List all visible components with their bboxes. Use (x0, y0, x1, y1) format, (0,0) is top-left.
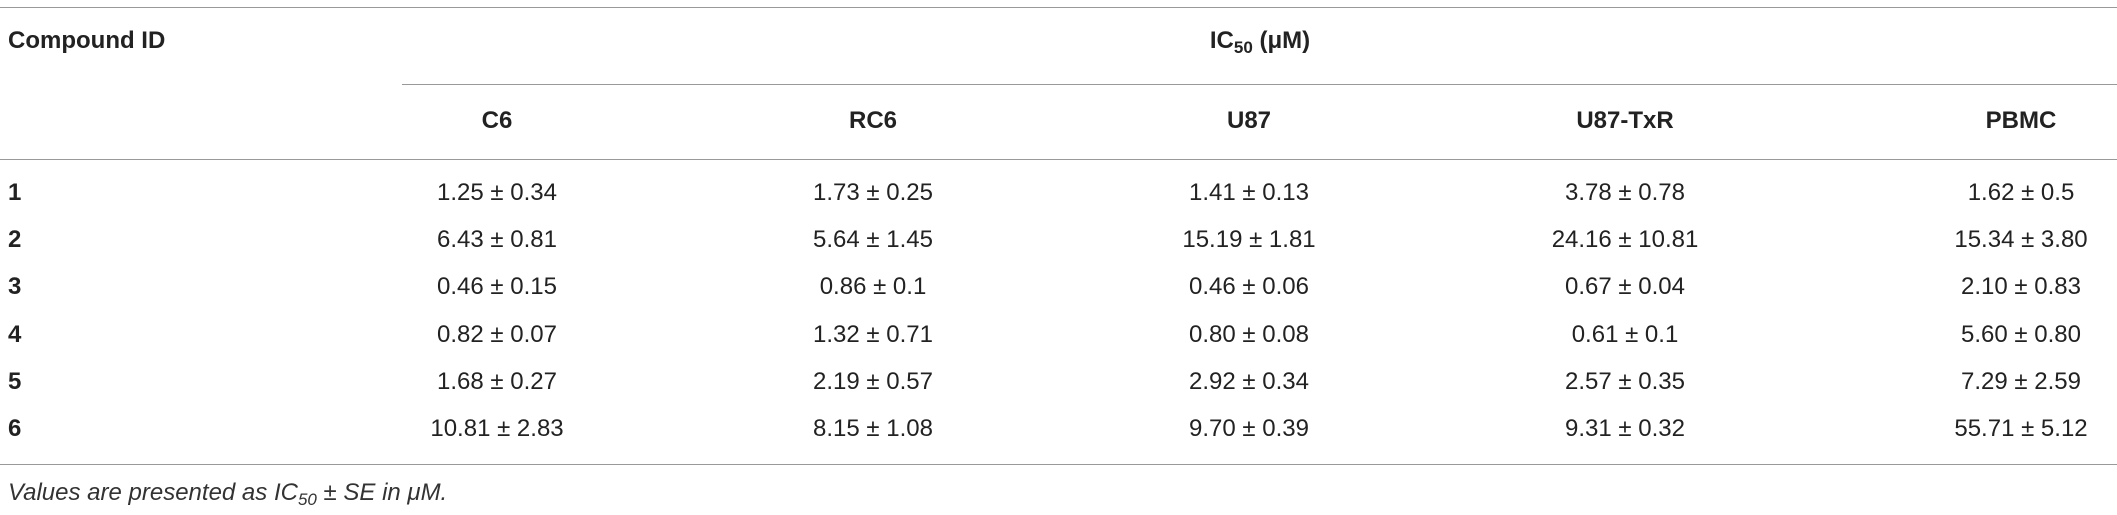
cell: 0.46 ± 0.06 (1189, 273, 1309, 301)
header-group: IC50 (μM) (1210, 26, 1310, 56)
cell: 0.80 ± 0.08 (1189, 320, 1309, 348)
rule (402, 84, 2117, 85)
column-header: RC6 (848, 107, 898, 134)
rule (0, 159, 2117, 160)
cell: 15.19 ± 1.81 (1182, 226, 1316, 254)
column-header: PBMC (1985, 107, 2057, 134)
footnote: Values are presented as IC50 ± SE in μM. (8, 478, 447, 508)
cell: 1.68 ± 0.27 (437, 367, 557, 395)
row-label: 1 (8, 179, 22, 206)
cell: 8.15 ± 1.08 (813, 415, 933, 442)
cell: 24.16 ± 10.81 (1551, 226, 1699, 254)
cell: 0.82 ± 0.07 (437, 320, 557, 348)
row-label: 2 (8, 226, 22, 254)
cell: 5.60 ± 0.80 (1961, 320, 2081, 348)
row-label: 6 (8, 415, 22, 442)
text: (μM) (1252, 27, 1311, 54)
cell: 9.70 ± 0.39 (1189, 415, 1309, 442)
header-compound: Compound ID (8, 27, 166, 54)
cell: 15.34 ± 3.80 (1954, 226, 2088, 254)
text: ± SE in μM. (316, 479, 448, 506)
cell: 2.19 ± 0.57 (813, 367, 933, 395)
rule (0, 464, 2117, 465)
column-header: U87-TxR (1576, 107, 1674, 134)
rule (0, 7, 2117, 8)
cell: 2.10 ± 0.83 (1961, 273, 2081, 301)
cell: 0.67 ± 0.04 (1565, 273, 1685, 301)
text: IC (1209, 27, 1234, 54)
subscript: 50 (297, 490, 317, 509)
row-label: 3 (8, 273, 22, 301)
cell: 1.41 ± 0.13 (1189, 179, 1309, 206)
cell: 1.25 ± 0.34 (437, 179, 557, 206)
column-header: U87 (1226, 107, 1272, 134)
cell: 1.62 ± 0.5 (1967, 179, 2075, 206)
cell: 2.57 ± 0.35 (1565, 367, 1685, 395)
cell: 6.43 ± 0.81 (437, 226, 557, 254)
cell: 3.78 ± 0.78 (1565, 179, 1685, 206)
cell: 1.32 ± 0.71 (813, 320, 933, 348)
cell: 9.31 ± 0.32 (1565, 415, 1685, 442)
cell: 2.92 ± 0.34 (1189, 367, 1309, 395)
cell: 0.86 ± 0.1 (819, 273, 927, 301)
row-label: 5 (8, 367, 22, 395)
cell: 55.71 ± 5.12 (1954, 415, 2088, 442)
cell: 0.61 ± 0.1 (1571, 320, 1679, 348)
cell: 7.29 ± 2.59 (1961, 367, 2081, 395)
cell: 0.46 ± 0.15 (437, 273, 557, 301)
cell: 5.64 ± 1.45 (813, 226, 933, 254)
row-label: 4 (8, 320, 22, 348)
cell: 10.81 ± 2.83 (430, 415, 564, 442)
text: Values are presented as IC (8, 479, 298, 506)
subscript: 50 (1233, 38, 1253, 57)
cell: 1.73 ± 0.25 (813, 179, 933, 206)
column-header: C6 (481, 107, 513, 134)
